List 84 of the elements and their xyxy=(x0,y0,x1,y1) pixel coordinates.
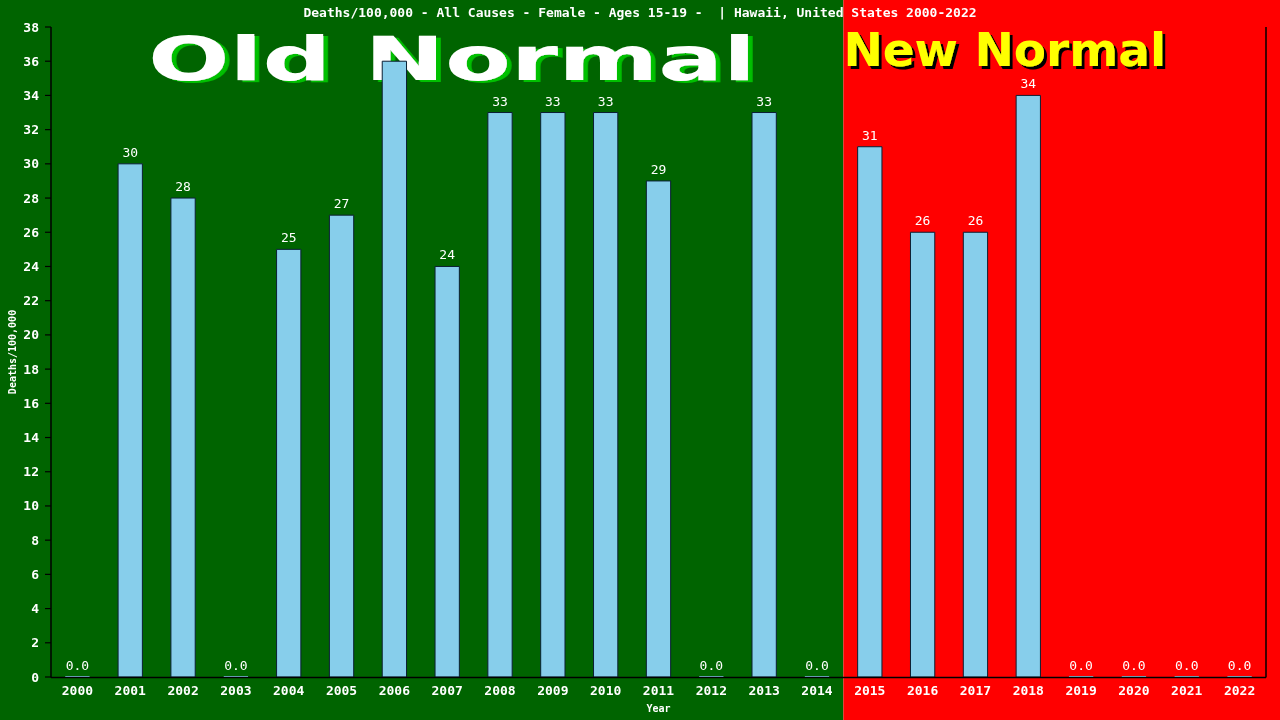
data-label: 25 xyxy=(280,230,297,246)
y-tick-label: 32 xyxy=(23,122,39,138)
data-label: 28 xyxy=(175,179,191,195)
bar xyxy=(170,197,196,678)
data-label: 34 xyxy=(1020,76,1037,92)
y-tick-label: 20 xyxy=(23,327,40,343)
y-tick-label: 0 xyxy=(31,669,40,685)
x-tick-label: 2004 xyxy=(273,683,305,698)
data-label: 26 xyxy=(967,213,984,229)
y-tick-label: 2 xyxy=(31,635,39,651)
y-tick-label: 22 xyxy=(23,293,39,309)
bar xyxy=(1015,94,1041,678)
data-label: 33 xyxy=(597,93,614,109)
data-label: 33 xyxy=(756,93,772,109)
x-tick-label: 2000 xyxy=(61,683,94,698)
x-tick-label: 2019 xyxy=(1065,683,1097,698)
bar xyxy=(645,180,672,678)
data-label: 24 xyxy=(439,247,456,263)
x-tick-label: 2015 xyxy=(854,683,886,698)
data-label: 33 xyxy=(545,93,561,109)
x-tick-label: 2017 xyxy=(959,683,992,698)
x-tick-label: 2016 xyxy=(906,683,939,698)
data-label: 0.0 xyxy=(1175,658,1199,673)
y-tick-label: 8 xyxy=(31,532,40,548)
bar xyxy=(328,214,355,678)
data-label: 31 xyxy=(861,127,878,143)
y-tick-label: 24 xyxy=(23,259,40,275)
y-tick-label: 14 xyxy=(23,430,40,446)
y-tick-label: 30 xyxy=(23,156,40,172)
bar xyxy=(751,112,777,678)
x-tick-label: 2009 xyxy=(537,683,569,698)
data-label: 33 xyxy=(492,93,508,109)
y-tick-label: 36 xyxy=(23,53,40,69)
x-tick-label: 2020 xyxy=(1118,683,1150,698)
x-tick-label: 2006 xyxy=(378,683,411,698)
bar xyxy=(962,231,989,678)
bar xyxy=(540,112,566,678)
y-tick-label: 10 xyxy=(23,498,40,514)
x-tick-label: 2001 xyxy=(114,683,147,698)
y-tick-label: 38 xyxy=(23,19,40,35)
band-label: Old Normal xyxy=(148,24,756,95)
x-tick-label: 2011 xyxy=(642,683,675,698)
x-tick-label: 2018 xyxy=(1012,683,1045,698)
y-axis-title: Deaths/100,000 xyxy=(7,309,18,395)
y-tick-label: 34 xyxy=(23,87,40,103)
y-tick-label: 6 xyxy=(31,566,40,582)
y-tick-label: 12 xyxy=(23,464,39,480)
x-tick-label: 2022 xyxy=(1223,683,1256,698)
bar xyxy=(857,146,883,678)
data-label: 0.0 xyxy=(65,658,90,673)
x-tick-label: 2010 xyxy=(590,683,622,698)
x-tick-label: 2013 xyxy=(748,683,780,698)
y-tick-label: 16 xyxy=(23,395,40,411)
bar xyxy=(434,265,460,678)
y-tick-label: 4 xyxy=(31,601,40,617)
x-tick-label: 2012 xyxy=(695,683,727,698)
band-label: New Normal xyxy=(843,22,1166,77)
x-tick-label: 2008 xyxy=(484,683,516,698)
y-tick-label: 28 xyxy=(23,190,40,206)
data-label: 26 xyxy=(914,213,931,229)
data-label: 0.0 xyxy=(1227,658,1252,673)
x-tick-label: 2021 xyxy=(1171,683,1203,698)
chart-title: Deaths/100,000 - All Causes - Female - Ages 15-19 - | Hawaii, United States 2000-2022 xyxy=(303,5,977,20)
bar xyxy=(487,112,513,678)
x-axis-title: Year xyxy=(646,703,671,714)
y-tick-label: 26 xyxy=(23,224,40,240)
y-tick-label: 18 xyxy=(23,361,40,377)
bar xyxy=(593,112,619,678)
x-tick-label: 2002 xyxy=(167,683,199,698)
data-label: 30 xyxy=(122,144,139,160)
data-label: 29 xyxy=(650,161,667,177)
x-tick-label: 2005 xyxy=(325,683,358,698)
data-label: 0.0 xyxy=(699,658,724,673)
data-label: 27 xyxy=(333,196,350,212)
data-label: 0.0 xyxy=(224,658,248,673)
data-label: 0.0 xyxy=(805,658,829,673)
data-label: 0.0 xyxy=(1122,658,1146,673)
bar xyxy=(909,231,936,678)
bar xyxy=(117,163,143,678)
data-label: 0.0 xyxy=(1069,658,1093,673)
x-tick-label: 2003 xyxy=(220,683,252,698)
x-tick-label: 2007 xyxy=(431,683,463,698)
x-tick-label: 2014 xyxy=(801,683,833,698)
bar xyxy=(276,248,302,678)
